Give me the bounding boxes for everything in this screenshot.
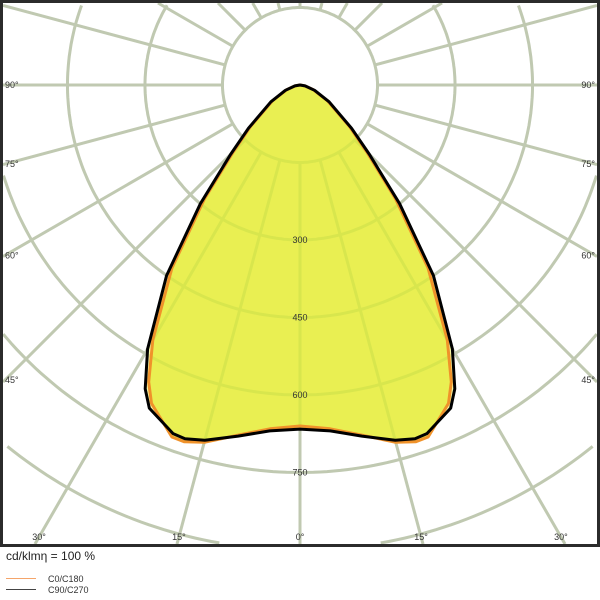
grid-spoke [353,1,384,32]
grid-spoke [353,138,599,384]
grid-spoke [2,122,234,258]
grid-spoke [337,2,349,19]
grid-spoke [366,1,443,48]
grid-circle [221,6,379,164]
grid-spoke [276,2,282,11]
legend-swatch-c90 [6,589,36,590]
polar-grid-overlay [1,1,599,545]
grid-circle [300,5,534,319]
grid-circle [2,333,301,474]
angle-label-right: 60° [581,250,595,260]
angle-label-left: 45° [5,375,19,385]
grid-spoke [1,138,247,384]
grid-circle [300,4,457,242]
grid-spoke [366,122,598,258]
grid-circle [380,445,594,545]
grid-circle [300,175,598,397]
grid-spoke [216,1,247,32]
grid-spoke [374,3,598,67]
radial-tick-label: 300 [292,235,307,245]
angle-label-right: 45° [581,375,595,385]
grid-circle [6,445,220,545]
grid-spoke [366,1,443,48]
grid-spoke [366,122,598,258]
grid-spoke [216,1,247,32]
grid-circle [66,5,300,319]
grid-spoke [1,138,247,384]
grid-spoke [374,103,598,167]
grid-spoke [2,3,226,67]
legend: C0/C180 C90/C270 [6,573,89,595]
legend-label-c90: C90/C270 [48,584,89,595]
grid-spoke [276,2,282,11]
grid-spoke [353,138,599,384]
grid-spoke [337,2,349,19]
radial-tick-label: 450 [292,313,307,323]
grid-circle [2,175,300,397]
polar-plot: 300 450 600 750 90° 90° 75° 75° 60° 60° 45° 45° 30° 1… [0,0,600,547]
grid-spoke [157,1,234,48]
grid-spoke [2,122,234,258]
angle-label-bottom: 0° [296,532,305,542]
legend-item-c90: C90/C270 [6,584,89,595]
grid-spoke [2,103,226,167]
angle-label-bottom: 30° [554,532,568,542]
angle-label-left: 60° [5,250,19,260]
radial-tick-label: 600 [292,390,307,400]
grid-circle [143,4,300,242]
tick-labels: 300 450 600 750 90° 90° 75° 75° 60° 60° 45° 45° 30° 1… [5,80,595,542]
grid-spoke [2,103,226,167]
grid-circle [299,333,598,474]
angle-label-bottom: 30° [32,532,46,542]
legend-item-c0: C0/C180 [6,573,89,584]
grid-circle [299,333,598,474]
unit-label: cd/klmη = 100 % [6,549,96,563]
grid-spoke [251,2,263,19]
angle-label-bottom: 15° [414,532,428,542]
grid-spoke [175,159,282,545]
grid-circle [6,445,220,545]
radial-tick-label: 750 [292,468,307,478]
fill-c0-c180 [148,85,452,443]
legend-swatch-c0 [6,578,36,579]
grid-spoke [157,1,234,48]
grid-spoke [2,3,226,67]
grid-spoke [251,2,263,19]
grid-circle [2,333,301,474]
curves [143,83,457,444]
angle-label-left: 90° [5,80,19,90]
grid-spoke [318,2,324,11]
grid-spoke [353,1,384,32]
grid-spoke [318,159,425,545]
angle-label-right: 90° [581,80,595,90]
grid-spoke [318,2,324,11]
plot-frame [0,0,600,547]
legend-label-c0: C0/C180 [48,573,84,584]
grid-spoke [374,3,598,67]
angle-label-right: 75° [581,159,595,169]
grid-spoke [374,103,598,167]
angle-label-left: 75° [5,159,19,169]
curve-fills [145,85,455,443]
curve-c90-c270 [143,83,457,442]
grid-circle [380,445,594,545]
angle-label-bottom: 15° [172,532,186,542]
